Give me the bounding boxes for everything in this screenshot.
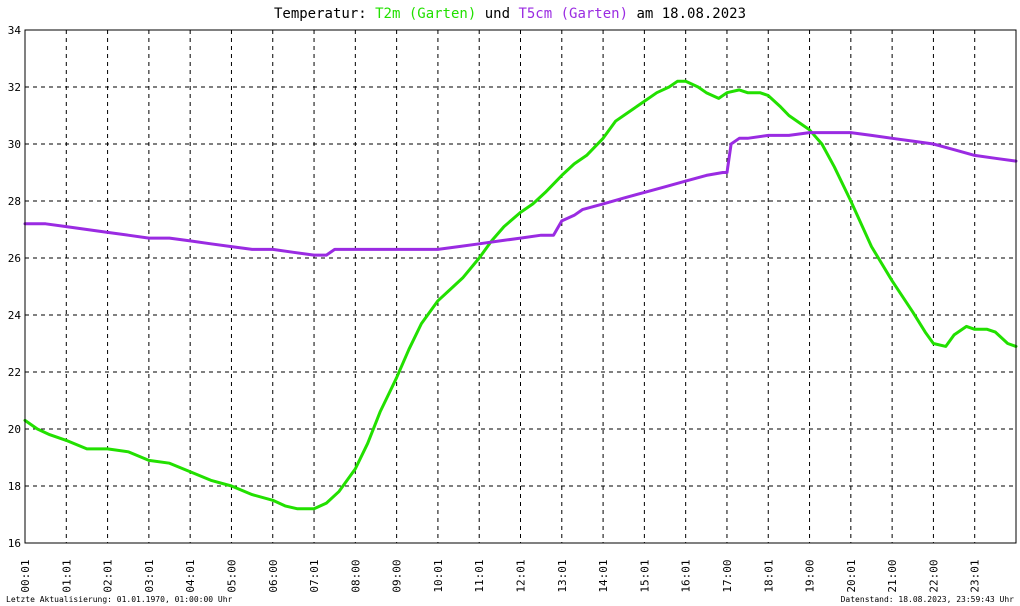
x-tick-label: 07:01 bbox=[308, 559, 321, 592]
title-series2-label: T5cm (Garten) bbox=[518, 6, 628, 22]
x-tick-label: 16:01 bbox=[680, 559, 693, 592]
x-tick-labels: 00:01 01:01 02:01 03:01 04:01 05:00 06:00 07:01… bbox=[19, 559, 982, 592]
x-tick-label: 10:01 bbox=[432, 559, 445, 592]
x-tick-label: 12:01 bbox=[515, 559, 528, 592]
x-tick-label: 09:00 bbox=[391, 559, 404, 592]
y-tick-label: 18 bbox=[8, 480, 21, 493]
x-tick-label: 18:01 bbox=[762, 559, 775, 592]
title-suffix: am 18.08.2023 bbox=[628, 6, 746, 22]
footer-data-status: Datenstand: 18.08.2023, 23:59:43 Uhr bbox=[841, 595, 1015, 604]
x-tick-label: 04:01 bbox=[184, 559, 197, 592]
title-prefix: Temperatur: bbox=[274, 6, 375, 22]
x-tick-label: 08:00 bbox=[349, 559, 362, 592]
x-tick-label: 06:00 bbox=[267, 559, 280, 592]
y-tick-label: 28 bbox=[8, 195, 21, 208]
plot-frame bbox=[24, 29, 1017, 544]
x-tick-label: 15:01 bbox=[638, 559, 651, 592]
x-tick-label: 03:01 bbox=[143, 559, 156, 592]
x-tick-label: 17:00 bbox=[721, 559, 734, 592]
y-tick-label: 34 bbox=[8, 24, 22, 37]
y-tick-label: 16 bbox=[8, 537, 21, 550]
y-tick-label: 30 bbox=[8, 138, 21, 151]
chart-title: Temperatur: T2m (Garten) und T5cm (Garte… bbox=[274, 6, 746, 22]
x-tick-label: 11:01 bbox=[473, 559, 486, 592]
series-line-2 bbox=[23, 131, 1018, 257]
grid-lines bbox=[25, 30, 1016, 543]
x-tick-label: 14:01 bbox=[597, 559, 610, 592]
y-tick-label: 24 bbox=[8, 309, 22, 322]
x-tick-label: 05:00 bbox=[225, 559, 238, 592]
x-tick-label: 13:01 bbox=[556, 559, 569, 592]
x-tick-label: 23:01 bbox=[969, 559, 982, 592]
x-tick-label: 00:01 bbox=[19, 559, 32, 592]
y-tick-label: 20 bbox=[8, 423, 21, 436]
y-tick-label: 32 bbox=[8, 81, 21, 94]
series-line-1 bbox=[23, 79, 1018, 511]
x-tick-label: 19:00 bbox=[804, 559, 817, 592]
title-series1-label: T2m (Garten) bbox=[375, 6, 476, 22]
footer-last-update: Letzte Aktualisierung: 01.01.1970, 01:00… bbox=[6, 595, 233, 604]
x-tick-label: 01:01 bbox=[60, 559, 73, 592]
y-tick-label: 22 bbox=[8, 366, 21, 379]
title-joiner: und bbox=[476, 6, 518, 22]
x-tick-label: 02:01 bbox=[102, 559, 115, 592]
x-tick-label: 21:00 bbox=[886, 559, 899, 592]
y-tick-labels: 16 18 20 22 24 26 28 30 32 34 bbox=[8, 24, 22, 550]
x-tick-label: 22:00 bbox=[927, 559, 940, 592]
x-tick-label: 20:01 bbox=[845, 559, 858, 592]
y-tick-label: 26 bbox=[8, 252, 21, 265]
series-lines bbox=[23, 79, 1018, 511]
